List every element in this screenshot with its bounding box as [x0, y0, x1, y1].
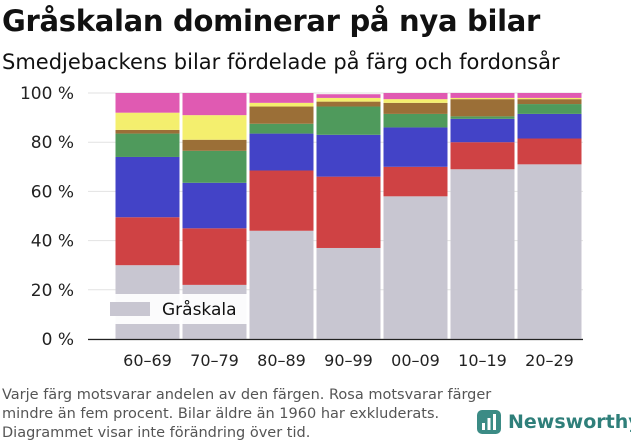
bar-segment-3-2: [249, 123, 314, 134]
bar-segment-2-3: [316, 134, 381, 177]
bar-segment-2-1: [182, 182, 247, 229]
bar-segment-6-1: [182, 93, 247, 116]
x-tick-label: 90–99: [324, 351, 373, 370]
bar-segment-5-5: [450, 97, 515, 100]
axis-layer: 0 % 20 % 40 % 60 % 80 % 100 % 60–69 70–79 80–89 9…: [20, 84, 583, 370]
bar-segment-3-4: [383, 113, 448, 128]
newsworthy-logo-icon: [477, 410, 501, 434]
chart-subtitle: Smedjebackens bilar fördelade på färg oc…: [2, 50, 560, 74]
x-tick-label: 10–19: [458, 351, 507, 370]
bar-segment-1-1: [182, 228, 247, 285]
bar-segment-5-0: [115, 112, 180, 130]
bar-segment-3-0: [115, 133, 180, 157]
bar-segment-4-0: [115, 129, 180, 134]
bar-segment-3-1: [182, 150, 247, 183]
bar-segment-0-5: [450, 169, 515, 339]
bar-segment-4-2: [249, 106, 314, 124]
bar-segment-0-6: [517, 164, 582, 339]
y-tick-label: 40 %: [31, 232, 74, 252]
bar-segment-6-2: [249, 93, 314, 103]
y-tick-label: 60 %: [31, 182, 74, 202]
bar-segment-6-4: [383, 93, 448, 100]
bar-segment-5-1: [182, 115, 247, 140]
bar-segment-0-4: [383, 196, 448, 339]
bar-segment-1-3: [316, 176, 381, 248]
bar-segment-3-5: [450, 116, 515, 119]
bar-segment-5-6: [517, 97, 582, 100]
bar-segment-4-5: [450, 99, 515, 117]
legend: Gråskala: [104, 294, 247, 324]
bar-segment-5-3: [316, 97, 381, 102]
bar-segment-2-0: [115, 156, 180, 218]
legend-swatch: [110, 302, 150, 316]
bar-segment-3-3: [316, 106, 381, 135]
y-tick-label: 100 %: [20, 84, 74, 104]
bar-segment-4-1: [182, 139, 247, 151]
bar-segment-4-4: [383, 102, 448, 114]
bar-segment-1-6: [517, 138, 582, 165]
bar-segment-2-2: [249, 133, 314, 171]
bar-segment-4-3: [316, 101, 381, 107]
bar-segment-3-6: [517, 104, 582, 114]
y-tick-label: 20 %: [31, 281, 74, 301]
bar-segment-6-6: [517, 93, 582, 98]
y-tick-label: 0 %: [42, 330, 74, 350]
bar-segment-1-5: [450, 142, 515, 170]
x-tick-label: 70–79: [190, 351, 239, 370]
legend-label: Gråskala: [162, 299, 237, 320]
chart-title: Gråskalan dominerar på nya bilar: [2, 4, 541, 38]
bar-segment-6-0: [115, 93, 180, 113]
x-tick-label: 00–09: [391, 351, 440, 370]
bar-segment-2-5: [450, 118, 515, 143]
newsworthy-logo[interactable]: Newsworthy: [476, 406, 631, 438]
x-tick-label: 80–89: [257, 351, 306, 370]
bar-segment-2-6: [517, 113, 582, 139]
bar-segment-1-4: [383, 166, 448, 197]
bar-segment-1-2: [249, 170, 314, 231]
bar-segment-5-4: [383, 99, 448, 103]
brand-name: Newsworthy: [508, 411, 631, 433]
bar-segment-2-4: [383, 127, 448, 167]
footnote: Varje färg motsvarar andelen av den färg…: [2, 387, 492, 441]
bar-segment-6-3: [316, 94, 381, 98]
bar-segment-6-5: [450, 93, 515, 98]
y-tick-label: 80 %: [31, 133, 74, 153]
bar-segment-0-3: [316, 247, 381, 339]
x-tick-label: 20–29: [525, 351, 574, 370]
bar-segment-4-6: [517, 99, 582, 105]
bar-segment-1-0: [115, 217, 180, 266]
x-tick-label: 60–69: [123, 351, 172, 370]
bar-segment-0-2: [249, 230, 314, 339]
legend-layer: Gråskala: [104, 294, 247, 324]
bar-segment-5-2: [249, 102, 314, 107]
